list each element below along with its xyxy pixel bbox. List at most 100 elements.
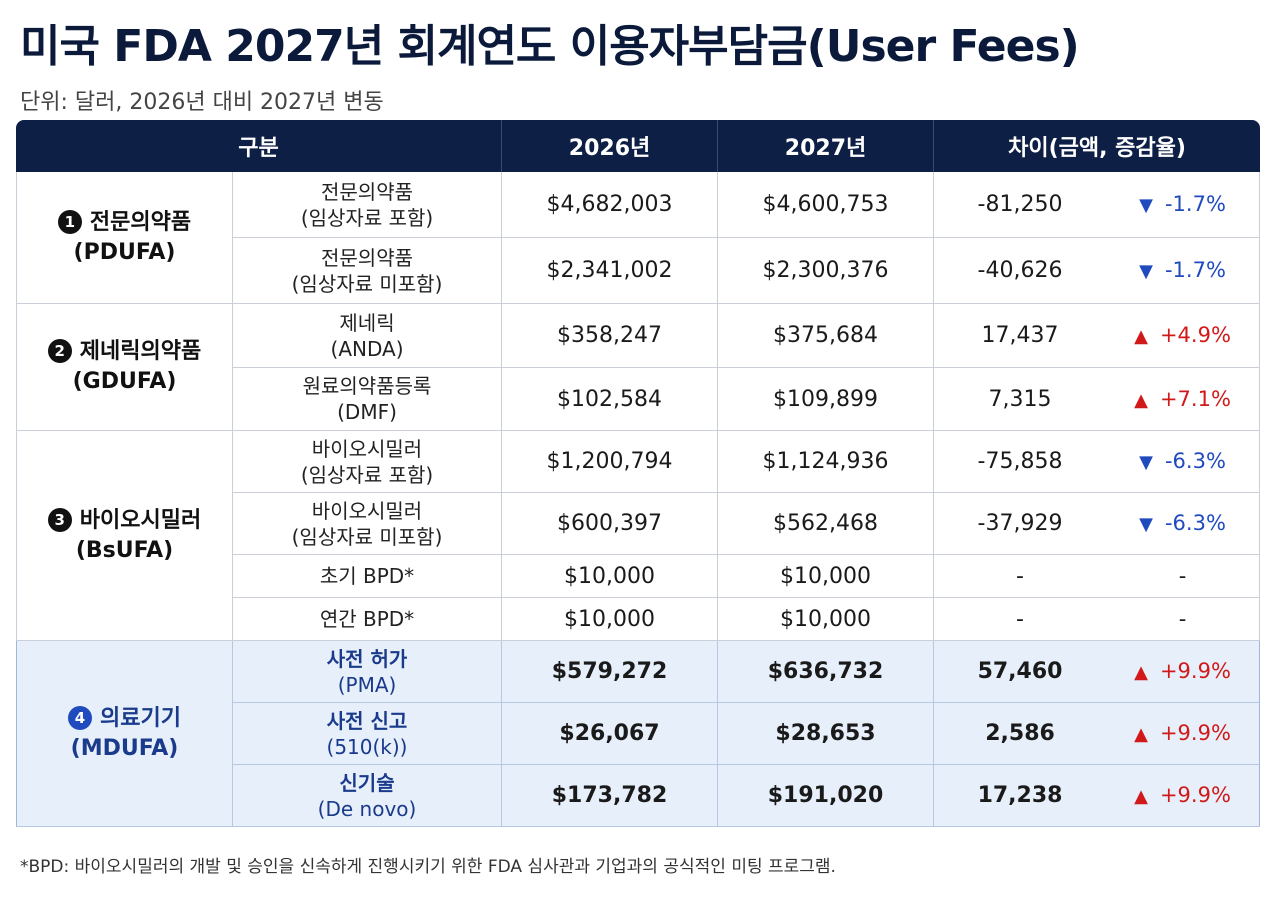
group-name: 바이오시밀러 bbox=[79, 507, 202, 533]
diff-percent: -6.3% bbox=[1164, 449, 1226, 473]
diff-percent: +9.9% bbox=[1159, 783, 1231, 807]
item-name: 제네릭 bbox=[339, 310, 395, 335]
diff-percent: -1.7% bbox=[1164, 258, 1226, 282]
diff-percent: +9.9% bbox=[1159, 721, 1231, 745]
triangle-down-icon: ▼ bbox=[1139, 195, 1153, 216]
diff-percent-cell: ▼ -1.7% bbox=[1106, 238, 1261, 304]
value-2026: $579,272 bbox=[502, 641, 719, 703]
group-cell: 1 전문의약품 (PDUFA) bbox=[16, 172, 233, 304]
group-number-badge: 4 bbox=[68, 705, 93, 730]
diff-amount: -75,858 bbox=[934, 431, 1107, 493]
group-cell: 2 제네릭의약품 (GDUFA) bbox=[16, 304, 233, 431]
diff-percent: - bbox=[1178, 563, 1187, 588]
diff-amount: 2,586 bbox=[934, 703, 1107, 765]
group-cell: 4 의료기기 (MDUFA) bbox=[16, 641, 233, 827]
triangle-up-icon: ▲ bbox=[1134, 724, 1148, 745]
diff-amount: 17,238 bbox=[934, 765, 1107, 827]
table-row: 2 제네릭의약품 (GDUFA) 제네릭 (ANDA) $358,247 $375,684 1… bbox=[16, 304, 1261, 431]
value-2026: $2,341,002 bbox=[502, 238, 719, 304]
header-category: 구분 bbox=[16, 120, 503, 172]
item-name: 신기술 bbox=[339, 770, 395, 795]
diff-percent: +4.9% bbox=[1159, 323, 1231, 347]
value-2026: $10,000 bbox=[502, 598, 719, 641]
diff-percent-cell: ▼ -1.7% bbox=[1106, 172, 1261, 238]
value-2027: $562,468 bbox=[718, 493, 935, 555]
item-cell: 사전 허가 (PMA) bbox=[233, 641, 503, 703]
item-sub: (ANDA) bbox=[330, 336, 404, 361]
group-code: (PDUFA) bbox=[73, 239, 176, 265]
value-2027: $109,899 bbox=[718, 368, 935, 431]
triangle-up-icon: ▲ bbox=[1134, 326, 1148, 347]
diff-amount: - bbox=[934, 555, 1107, 598]
footnote: *BPD: 바이오시밀러의 개발 및 승인을 신속하게 진행시키기 위한 FDA… bbox=[20, 857, 836, 877]
diff-amount: 7,315 bbox=[934, 368, 1107, 431]
diff-amount: 57,460 bbox=[934, 641, 1107, 703]
value-2026: $26,067 bbox=[502, 703, 719, 765]
group-name: 의료기기 bbox=[100, 705, 181, 731]
value-2026: $1,200,794 bbox=[502, 431, 719, 493]
value-2027: $191,020 bbox=[718, 765, 935, 827]
table-header-row: 구분 2026년 2027년 차이(금액, 증감율) bbox=[16, 120, 1261, 172]
value-2027: $4,600,753 bbox=[718, 172, 935, 238]
group-number-badge: 1 bbox=[57, 209, 82, 234]
group-label: 1 전문의약품 (PDUFA) bbox=[17, 208, 232, 267]
item-cell: 전문의약품 (임상자료 미포함) bbox=[233, 238, 503, 304]
item-sub: (510(k)) bbox=[326, 734, 408, 759]
diff-percent: - bbox=[1178, 606, 1187, 631]
diff-percent-cell: ▲ +9.9% bbox=[1106, 765, 1261, 827]
group-code: (GDUFA) bbox=[72, 369, 177, 394]
value-2027: $10,000 bbox=[718, 555, 935, 598]
item-cell: 사전 신고 (510(k)) bbox=[233, 703, 503, 765]
item-cell: 원료의약품등록 (DMF) bbox=[233, 368, 503, 431]
item-name: 바이오시밀러 bbox=[311, 498, 423, 523]
diff-percent: -1.7% bbox=[1164, 192, 1226, 216]
page-subtitle: 단위: 달러, 2026년 대비 2027년 변동 bbox=[20, 90, 384, 115]
table-body: 1 전문의약품 (PDUFA) 전문의약품 (임상자료 포함) $4,682,003 $4,… bbox=[16, 172, 1261, 827]
page-title: 미국 FDA 2027년 회계연도 이용자부담금(User Fees) bbox=[20, 21, 1080, 72]
diff-percent-cell: ▲ +9.9% bbox=[1106, 641, 1261, 703]
table-row: 원료의약품등록 (DMF) $102,584 $109,899 7,315 ▲ +7.1% bbox=[16, 368, 1261, 431]
table-row: 사전 신고 (510(k)) $26,067 $28,653 2,586 ▲ +9.9% bbox=[16, 703, 1261, 765]
header-diff: 차이(금액, 증감율) bbox=[934, 120, 1261, 172]
item-name: 초기 BPD* bbox=[319, 564, 415, 588]
item-sub: (임상자료 포함) bbox=[300, 205, 434, 230]
triangle-up-icon: ▲ bbox=[1134, 786, 1148, 807]
group-name: 전문의약품 bbox=[89, 209, 192, 235]
group-code: (BsUFA) bbox=[75, 537, 174, 563]
value-2026: $10,000 bbox=[502, 555, 719, 598]
diff-percent-cell: - bbox=[1106, 555, 1261, 598]
item-name: 사전 신고 bbox=[326, 708, 408, 733]
table-row: 초기 BPD* $10,000 $10,000- - bbox=[16, 555, 1261, 598]
diff-percent-cell: ▲ +4.9% bbox=[1106, 304, 1261, 368]
triangle-down-icon: ▼ bbox=[1139, 452, 1153, 473]
triangle-down-icon: ▼ bbox=[1139, 514, 1153, 535]
value-2026: $358,247 bbox=[502, 304, 719, 368]
diff-amount: -81,250 bbox=[934, 172, 1107, 238]
group-label: 2 제네릭의약품 (GDUFA) bbox=[17, 337, 232, 396]
value-2027: $10,000 bbox=[718, 598, 935, 641]
item-sub: (De novo) bbox=[317, 796, 417, 821]
value-2027: $375,684 bbox=[718, 304, 935, 368]
diff-amount: - bbox=[934, 598, 1107, 641]
value-2027: $28,653 bbox=[718, 703, 935, 765]
item-name: 전문의약품 bbox=[321, 245, 413, 270]
item-sub: (임상자료 포함) bbox=[300, 462, 434, 487]
header-2026: 2026년 bbox=[502, 120, 719, 172]
item-name: 전문의약품 bbox=[321, 179, 413, 204]
table-row: 연간 BPD* $10,000 $10,000- - bbox=[16, 598, 1261, 641]
table-row: 1 전문의약품 (PDUFA) 전문의약품 (임상자료 포함) $4,682,003 $4,… bbox=[16, 172, 1261, 304]
item-cell: 전문의약품 (임상자료 포함) bbox=[233, 172, 503, 238]
diff-percent: +9.9% bbox=[1159, 659, 1231, 683]
table-row: 바이오시밀러 (임상자료 미포함) $600,397 $562,468 -37,929 ▼… bbox=[16, 493, 1261, 555]
value-2027: $636,732 bbox=[718, 641, 935, 703]
diff-amount: -37,929 bbox=[934, 493, 1107, 555]
table-row: 4 의료기기 (MDUFA) 사전 허가 (PMA) $579,272 $636,732 57… bbox=[16, 641, 1261, 827]
table-row: 전문의약품 (임상자료 미포함) $2,341,002 $2,300,376 -40,6… bbox=[16, 238, 1261, 304]
table-row: 신기술 (De novo) $173,782 $191,020 17,238 ▲ +9.9% bbox=[16, 765, 1261, 827]
group-cell: 3 바이오시밀러 (BsUFA) bbox=[16, 431, 233, 641]
item-name: 바이오시밀러 bbox=[311, 436, 423, 461]
item-sub: (DMF) bbox=[337, 400, 397, 424]
user-fee-table: 구분 2026년 2027년 차이(금액, 증감율) 1 전문의약품 (PDUFA)… bbox=[16, 120, 1261, 827]
table-row: 3 바이오시밀러 (BsUFA) 바이오시밀러 (임상자료 포함) $1,200,794 $… bbox=[16, 431, 1261, 641]
group-label: 4 의료기기 (MDUFA) bbox=[17, 704, 232, 763]
